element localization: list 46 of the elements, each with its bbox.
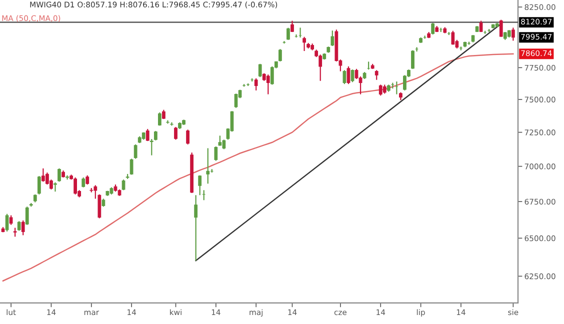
candlestick xyxy=(46,172,49,186)
candlestick xyxy=(254,78,258,91)
candlestick xyxy=(378,84,382,96)
candlestick xyxy=(9,214,13,226)
candlestick xyxy=(186,129,190,145)
candlestick xyxy=(37,176,41,195)
candlestick xyxy=(330,30,334,47)
candlestick xyxy=(411,50,414,70)
candlestick xyxy=(354,68,358,80)
candlestick xyxy=(25,206,29,226)
candlestick xyxy=(86,174,90,186)
candlestick xyxy=(266,74,270,95)
candlestick xyxy=(21,220,25,236)
candlestick xyxy=(174,126,178,140)
candlestick xyxy=(286,27,290,40)
candlestick xyxy=(270,66,274,86)
candlestick xyxy=(342,70,346,85)
candlestick xyxy=(194,194,198,262)
candlestick xyxy=(158,112,162,126)
candlestick xyxy=(41,168,45,182)
candlestick xyxy=(346,66,350,85)
candlestick xyxy=(54,182,57,192)
candlestick xyxy=(130,158,134,176)
candlestick xyxy=(374,70,378,80)
candlestick xyxy=(82,176,86,188)
candlestick xyxy=(302,36,306,52)
candlestick xyxy=(451,30,455,46)
candlestick xyxy=(198,174,202,196)
candlestick xyxy=(499,19,503,38)
candlestick xyxy=(154,130,158,141)
candlestick xyxy=(511,27,515,42)
candlestick xyxy=(431,22,435,35)
candlestick xyxy=(214,146,218,162)
candlestick xyxy=(146,128,150,142)
candlestick xyxy=(278,48,282,62)
candlestick xyxy=(17,220,21,232)
candlestick xyxy=(218,135,222,146)
candlestick xyxy=(258,63,262,78)
line-series xyxy=(2,53,514,282)
candlestick xyxy=(150,138,154,156)
candlestick xyxy=(206,148,210,184)
candlestick xyxy=(134,144,138,160)
candlestick xyxy=(5,213,9,232)
candlestick xyxy=(74,176,78,195)
candlestick xyxy=(58,168,61,182)
candlestick xyxy=(222,139,226,150)
